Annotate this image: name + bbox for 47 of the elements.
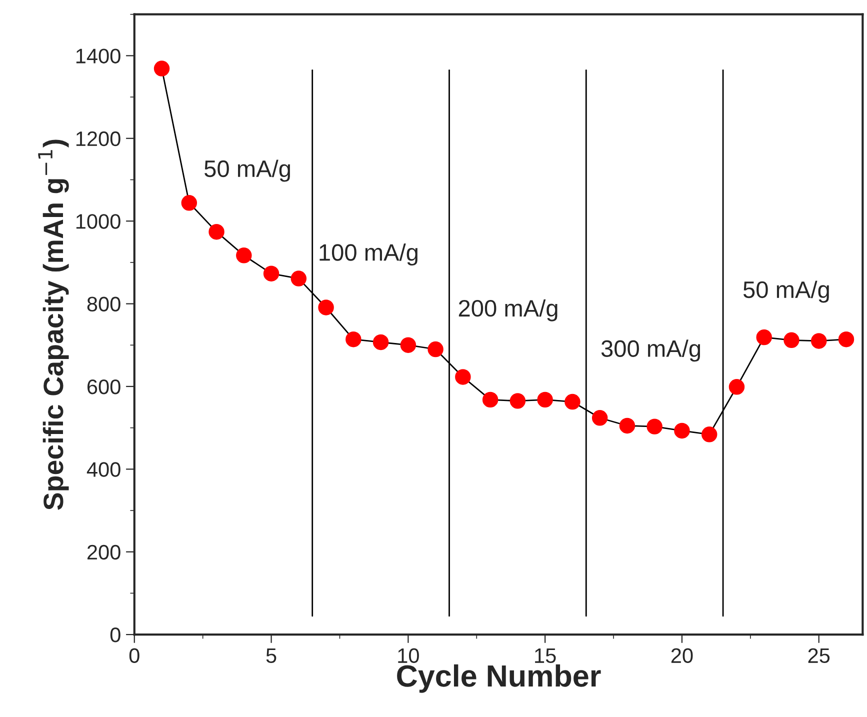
annotation: 50 mA/g xyxy=(204,160,290,182)
point xyxy=(263,266,280,282)
annotation: 200 mA/g xyxy=(458,299,558,322)
x-tick-label: 10 xyxy=(398,648,419,664)
x-tick-label: 0 xyxy=(129,648,140,664)
x-axis-title: Cycle Number xyxy=(397,664,601,693)
y-tick-label: 1000 xyxy=(76,214,120,229)
point xyxy=(236,248,252,264)
point xyxy=(701,426,718,442)
y-tick-label: 600 xyxy=(87,379,120,394)
point xyxy=(564,394,580,410)
y-axis-title: Specific Capacity (mAh g$^{−1}$) xyxy=(38,140,69,510)
point xyxy=(482,392,498,408)
point xyxy=(318,300,334,316)
point xyxy=(784,332,800,348)
point xyxy=(181,195,198,211)
point xyxy=(619,418,636,434)
point xyxy=(400,337,416,353)
annotation: 300 mA/g xyxy=(601,340,700,362)
x-tick-label: 5 xyxy=(266,648,276,664)
point xyxy=(728,379,745,395)
x-tick-label: 15 xyxy=(535,648,556,664)
point xyxy=(838,331,854,348)
y-tick-label: 1400 xyxy=(76,48,120,64)
point xyxy=(372,334,389,350)
point xyxy=(810,333,827,349)
y-tick-label: 0 xyxy=(110,628,120,642)
x-tick-label: 20 xyxy=(671,648,693,664)
point xyxy=(208,224,224,240)
point xyxy=(428,341,444,358)
y-tick-label: 400 xyxy=(86,462,120,477)
point xyxy=(646,418,662,434)
x-tick-label: 25 xyxy=(808,648,830,664)
point xyxy=(756,329,772,346)
point xyxy=(346,331,362,348)
point xyxy=(510,393,526,409)
y-tick-label: 800 xyxy=(87,296,120,312)
y-tick-label: 1200 xyxy=(76,131,120,146)
point xyxy=(537,392,553,408)
point xyxy=(455,369,471,385)
annotation: 100 mA/g xyxy=(320,244,418,266)
point xyxy=(154,60,170,76)
y-tick-label: 200 xyxy=(87,544,120,560)
point xyxy=(674,422,690,439)
point xyxy=(592,410,608,426)
point xyxy=(290,270,307,286)
annotation: 50 mA/g xyxy=(743,280,829,303)
